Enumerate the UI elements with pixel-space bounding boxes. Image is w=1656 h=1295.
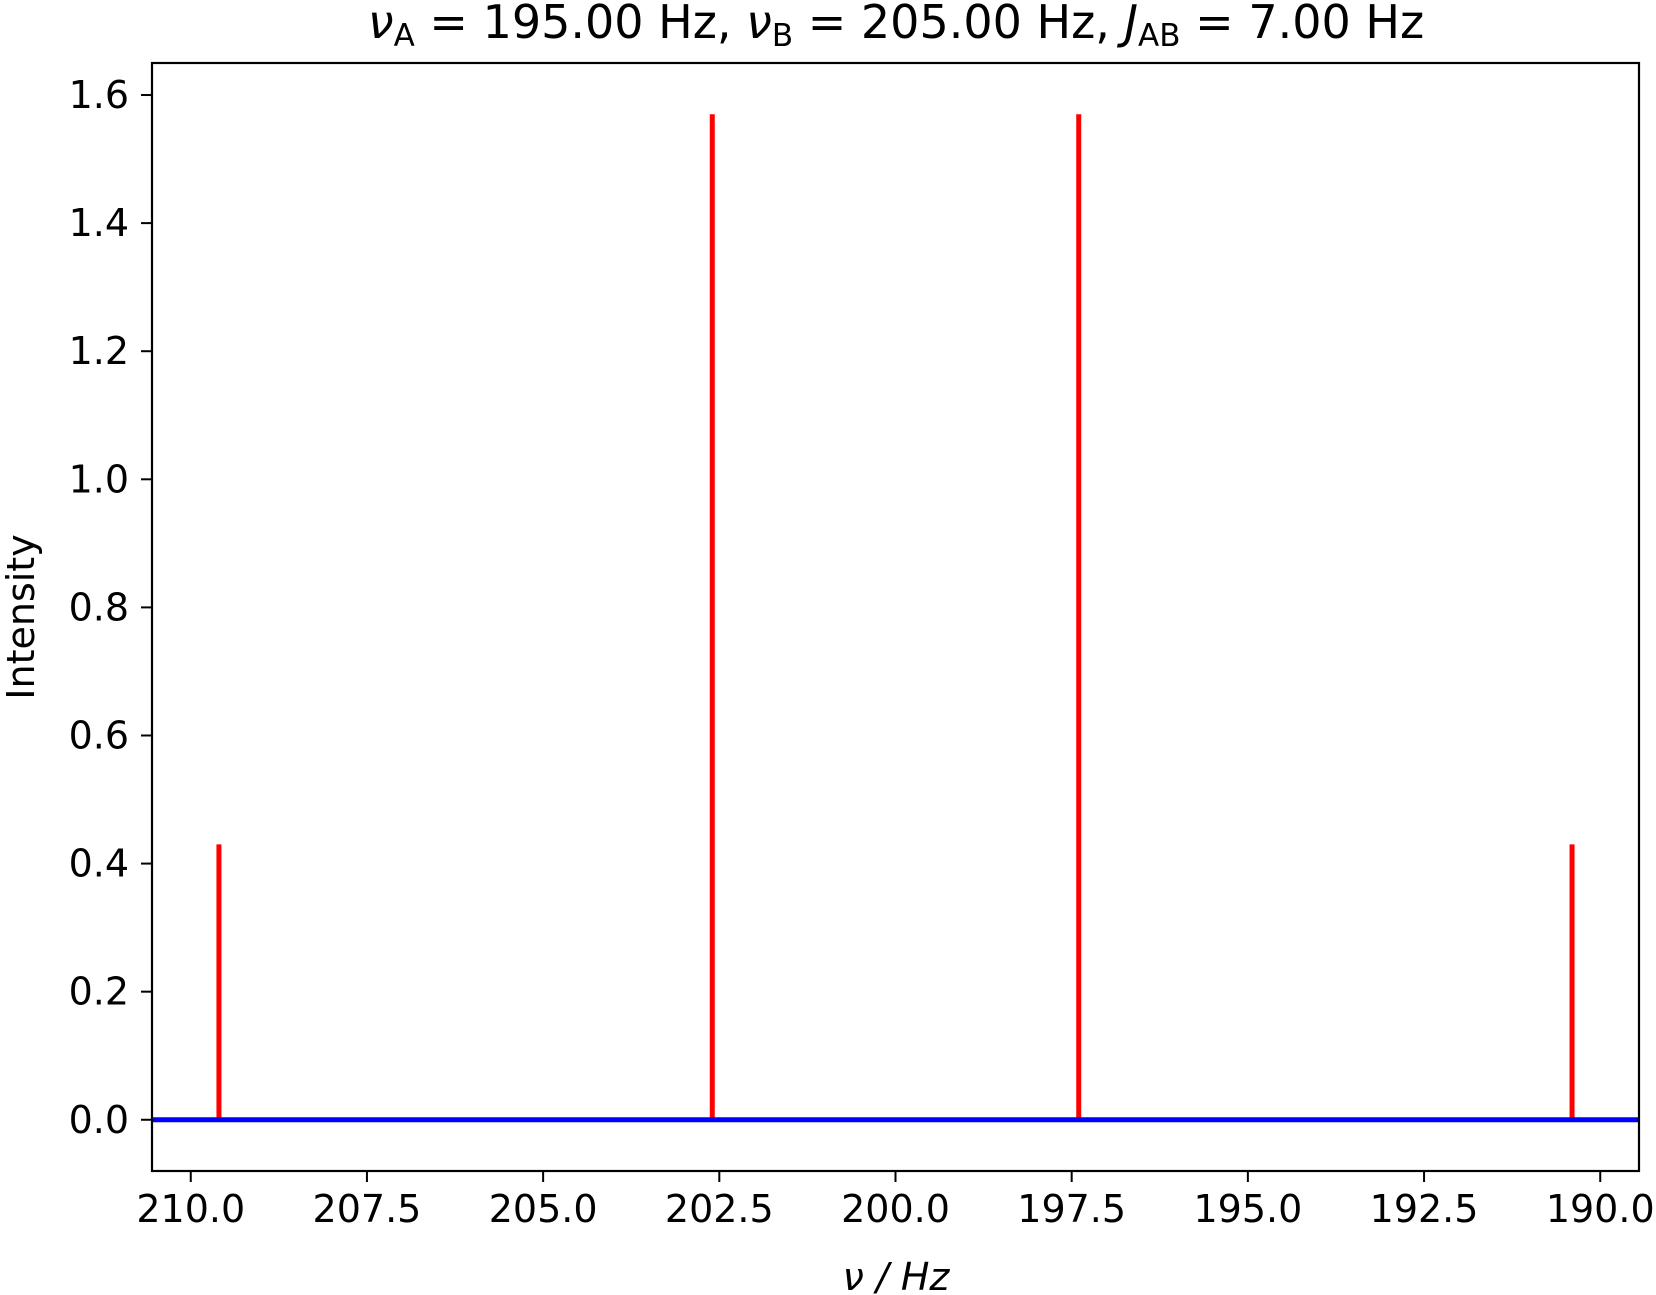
title-nu-a: ν <box>368 0 394 49</box>
x-axis-label: ν / Hz <box>843 1255 951 1295</box>
x-tick-label: 200.0 <box>841 1187 950 1231</box>
y-axis-label: Intensity <box>0 534 43 699</box>
title-nu-b: ν <box>746 0 772 49</box>
x-tick-label: 195.0 <box>1193 1187 1302 1231</box>
y-tick-label: 0.6 <box>69 713 129 757</box>
title-eq-b: = 205.00 Hz, <box>793 0 1124 49</box>
x-tick-label: 192.5 <box>1370 1187 1479 1231</box>
y-tick-label: 0.8 <box>69 585 129 629</box>
y-tick-label: 0.2 <box>69 970 129 1014</box>
y-tick-label: 0.4 <box>69 842 129 886</box>
title-sub-ab: AB <box>1138 18 1180 54</box>
x-tick-label: 210.0 <box>136 1187 245 1231</box>
y-tick-label: 1.6 <box>69 73 129 117</box>
y-tick-label: 1.0 <box>69 457 129 501</box>
x-tick-label: 197.5 <box>1017 1187 1126 1231</box>
x-tick-label: 205.0 <box>489 1187 598 1231</box>
x-tick-label: 190.0 <box>1546 1187 1655 1231</box>
title-eq-a: = 195.00 Hz, <box>415 0 746 49</box>
chart-title: νA = 195.00 Hz, νB = 205.00 Hz, JAB = 7.… <box>368 0 1424 54</box>
plot-frame <box>150 61 1641 1173</box>
y-tick-label: 1.2 <box>69 329 129 373</box>
y-tick-label: 0.0 <box>69 1098 129 1142</box>
title-eq-j: = 7.00 Hz <box>1181 0 1425 49</box>
title-sub-a: A <box>394 18 415 54</box>
marks-layer <box>152 114 1639 1123</box>
y-tick-label: 1.4 <box>69 201 129 245</box>
x-tick-label: 207.5 <box>313 1187 422 1231</box>
x-tick-label: 202.5 <box>665 1187 774 1231</box>
title-sub-b: B <box>772 18 793 54</box>
ticks-layer: 210.0 207.5 205.0 202.5 200.0 197.5 195.0 192.5… <box>69 73 1655 1231</box>
